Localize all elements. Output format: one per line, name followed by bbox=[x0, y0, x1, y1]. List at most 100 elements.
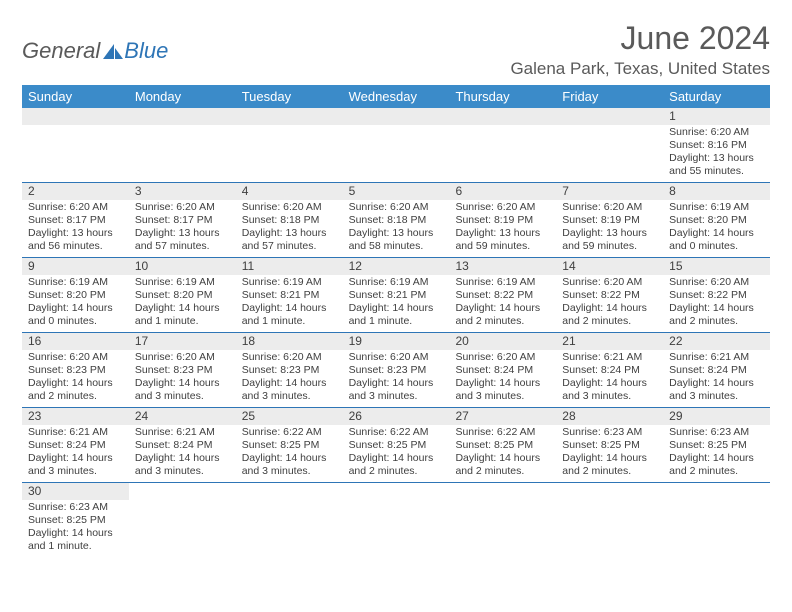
daylight-text: Daylight: 14 hours and 0 minutes. bbox=[28, 302, 123, 328]
day-body: Sunrise: 6:20 AMSunset: 8:16 PMDaylight:… bbox=[663, 125, 770, 182]
day-cell: 17Sunrise: 6:20 AMSunset: 8:23 PMDayligh… bbox=[129, 333, 236, 407]
day-cell: 18Sunrise: 6:20 AMSunset: 8:23 PMDayligh… bbox=[236, 333, 343, 407]
day-number: 14 bbox=[556, 258, 663, 275]
day-cell: 14Sunrise: 6:20 AMSunset: 8:22 PMDayligh… bbox=[556, 258, 663, 332]
sunrise-text: Sunrise: 6:19 AM bbox=[28, 276, 123, 289]
day-cell: 27Sunrise: 6:22 AMSunset: 8:25 PMDayligh… bbox=[449, 408, 556, 482]
daylight-text: Daylight: 14 hours and 3 minutes. bbox=[135, 377, 230, 403]
sunrise-text: Sunrise: 6:19 AM bbox=[135, 276, 230, 289]
daylight-text: Daylight: 14 hours and 2 minutes. bbox=[562, 452, 657, 478]
day-body: Sunrise: 6:20 AMSunset: 8:23 PMDaylight:… bbox=[343, 350, 450, 407]
sunrise-text: Sunrise: 6:20 AM bbox=[669, 276, 764, 289]
daylight-text: Daylight: 13 hours and 58 minutes. bbox=[349, 227, 444, 253]
day-body: Sunrise: 6:20 AMSunset: 8:18 PMDaylight:… bbox=[343, 200, 450, 257]
day-cell bbox=[449, 108, 556, 182]
week-row: 30Sunrise: 6:23 AMSunset: 8:25 PMDayligh… bbox=[22, 483, 770, 557]
day-number: 13 bbox=[449, 258, 556, 275]
day-cell: 25Sunrise: 6:22 AMSunset: 8:25 PMDayligh… bbox=[236, 408, 343, 482]
day-number bbox=[22, 108, 129, 125]
sunset-text: Sunset: 8:18 PM bbox=[349, 214, 444, 227]
daylight-text: Daylight: 14 hours and 3 minutes. bbox=[349, 377, 444, 403]
sunset-text: Sunset: 8:24 PM bbox=[562, 364, 657, 377]
sunrise-text: Sunrise: 6:21 AM bbox=[669, 351, 764, 364]
sunset-text: Sunset: 8:24 PM bbox=[135, 439, 230, 452]
day-body: Sunrise: 6:21 AMSunset: 8:24 PMDaylight:… bbox=[556, 350, 663, 407]
day-number bbox=[236, 108, 343, 125]
day-number bbox=[343, 108, 450, 125]
day-cell: 13Sunrise: 6:19 AMSunset: 8:22 PMDayligh… bbox=[449, 258, 556, 332]
day-body: Sunrise: 6:20 AMSunset: 8:17 PMDaylight:… bbox=[129, 200, 236, 257]
day-body: Sunrise: 6:20 AMSunset: 8:23 PMDaylight:… bbox=[129, 350, 236, 407]
header: General Blue June 2024 Galena Park, Texa… bbox=[22, 20, 770, 79]
day-number: 18 bbox=[236, 333, 343, 350]
sunset-text: Sunset: 8:20 PM bbox=[28, 289, 123, 302]
day-number: 12 bbox=[343, 258, 450, 275]
sunset-text: Sunset: 8:19 PM bbox=[562, 214, 657, 227]
daylight-text: Daylight: 14 hours and 1 minute. bbox=[242, 302, 337, 328]
day-cell bbox=[343, 108, 450, 182]
day-body: Sunrise: 6:20 AMSunset: 8:22 PMDaylight:… bbox=[663, 275, 770, 332]
daylight-text: Daylight: 14 hours and 2 minutes. bbox=[349, 452, 444, 478]
day-header-wed: Wednesday bbox=[343, 85, 450, 108]
logo-text-blue: Blue bbox=[124, 38, 168, 64]
day-number: 30 bbox=[22, 483, 129, 500]
day-cell: 5Sunrise: 6:20 AMSunset: 8:18 PMDaylight… bbox=[343, 183, 450, 257]
daylight-text: Daylight: 14 hours and 2 minutes. bbox=[669, 452, 764, 478]
day-cell: 19Sunrise: 6:20 AMSunset: 8:23 PMDayligh… bbox=[343, 333, 450, 407]
sunrise-text: Sunrise: 6:20 AM bbox=[349, 201, 444, 214]
day-number: 6 bbox=[449, 183, 556, 200]
daylight-text: Daylight: 14 hours and 3 minutes. bbox=[28, 452, 123, 478]
sunset-text: Sunset: 8:20 PM bbox=[669, 214, 764, 227]
sunset-text: Sunset: 8:20 PM bbox=[135, 289, 230, 302]
sunset-text: Sunset: 8:25 PM bbox=[28, 514, 123, 527]
day-body bbox=[236, 125, 343, 142]
day-cell: 12Sunrise: 6:19 AMSunset: 8:21 PMDayligh… bbox=[343, 258, 450, 332]
day-body bbox=[343, 125, 450, 142]
day-cell: 29Sunrise: 6:23 AMSunset: 8:25 PMDayligh… bbox=[663, 408, 770, 482]
day-body bbox=[22, 125, 129, 142]
sunset-text: Sunset: 8:18 PM bbox=[242, 214, 337, 227]
day-cell bbox=[129, 108, 236, 182]
day-number bbox=[449, 108, 556, 125]
day-body: Sunrise: 6:21 AMSunset: 8:24 PMDaylight:… bbox=[22, 425, 129, 482]
day-cell: 3Sunrise: 6:20 AMSunset: 8:17 PMDaylight… bbox=[129, 183, 236, 257]
day-body: Sunrise: 6:22 AMSunset: 8:25 PMDaylight:… bbox=[449, 425, 556, 482]
day-header-thu: Thursday bbox=[449, 85, 556, 108]
sunset-text: Sunset: 8:16 PM bbox=[669, 139, 764, 152]
day-cell bbox=[556, 108, 663, 182]
day-body bbox=[449, 125, 556, 142]
sunrise-text: Sunrise: 6:22 AM bbox=[349, 426, 444, 439]
day-body: Sunrise: 6:19 AMSunset: 8:22 PMDaylight:… bbox=[449, 275, 556, 332]
sunset-text: Sunset: 8:23 PM bbox=[28, 364, 123, 377]
day-cell: 15Sunrise: 6:20 AMSunset: 8:22 PMDayligh… bbox=[663, 258, 770, 332]
week-row: 9Sunrise: 6:19 AMSunset: 8:20 PMDaylight… bbox=[22, 258, 770, 333]
sunset-text: Sunset: 8:22 PM bbox=[562, 289, 657, 302]
day-number: 26 bbox=[343, 408, 450, 425]
day-number: 22 bbox=[663, 333, 770, 350]
daylight-text: Daylight: 13 hours and 59 minutes. bbox=[455, 227, 550, 253]
day-number: 29 bbox=[663, 408, 770, 425]
daylight-text: Daylight: 14 hours and 3 minutes. bbox=[135, 452, 230, 478]
day-header-mon: Monday bbox=[129, 85, 236, 108]
week-row: 1Sunrise: 6:20 AMSunset: 8:16 PMDaylight… bbox=[22, 108, 770, 183]
sunset-text: Sunset: 8:21 PM bbox=[242, 289, 337, 302]
day-number: 1 bbox=[663, 108, 770, 125]
day-body: Sunrise: 6:22 AMSunset: 8:25 PMDaylight:… bbox=[343, 425, 450, 482]
day-body: Sunrise: 6:20 AMSunset: 8:19 PMDaylight:… bbox=[449, 200, 556, 257]
logo: General Blue bbox=[22, 38, 168, 64]
day-body: Sunrise: 6:20 AMSunset: 8:19 PMDaylight:… bbox=[556, 200, 663, 257]
sunrise-text: Sunrise: 6:21 AM bbox=[28, 426, 123, 439]
day-cell: 10Sunrise: 6:19 AMSunset: 8:20 PMDayligh… bbox=[129, 258, 236, 332]
daylight-text: Daylight: 14 hours and 0 minutes. bbox=[669, 227, 764, 253]
sunset-text: Sunset: 8:23 PM bbox=[349, 364, 444, 377]
sunset-text: Sunset: 8:24 PM bbox=[28, 439, 123, 452]
daylight-text: Daylight: 14 hours and 3 minutes. bbox=[242, 452, 337, 478]
day-cell: 23Sunrise: 6:21 AMSunset: 8:24 PMDayligh… bbox=[22, 408, 129, 482]
daylight-text: Daylight: 14 hours and 1 minute. bbox=[135, 302, 230, 328]
sunset-text: Sunset: 8:24 PM bbox=[669, 364, 764, 377]
daylight-text: Daylight: 14 hours and 3 minutes. bbox=[669, 377, 764, 403]
day-body: Sunrise: 6:20 AMSunset: 8:17 PMDaylight:… bbox=[22, 200, 129, 257]
daylight-text: Daylight: 14 hours and 2 minutes. bbox=[562, 302, 657, 328]
sunrise-text: Sunrise: 6:22 AM bbox=[455, 426, 550, 439]
day-body: Sunrise: 6:19 AMSunset: 8:20 PMDaylight:… bbox=[129, 275, 236, 332]
